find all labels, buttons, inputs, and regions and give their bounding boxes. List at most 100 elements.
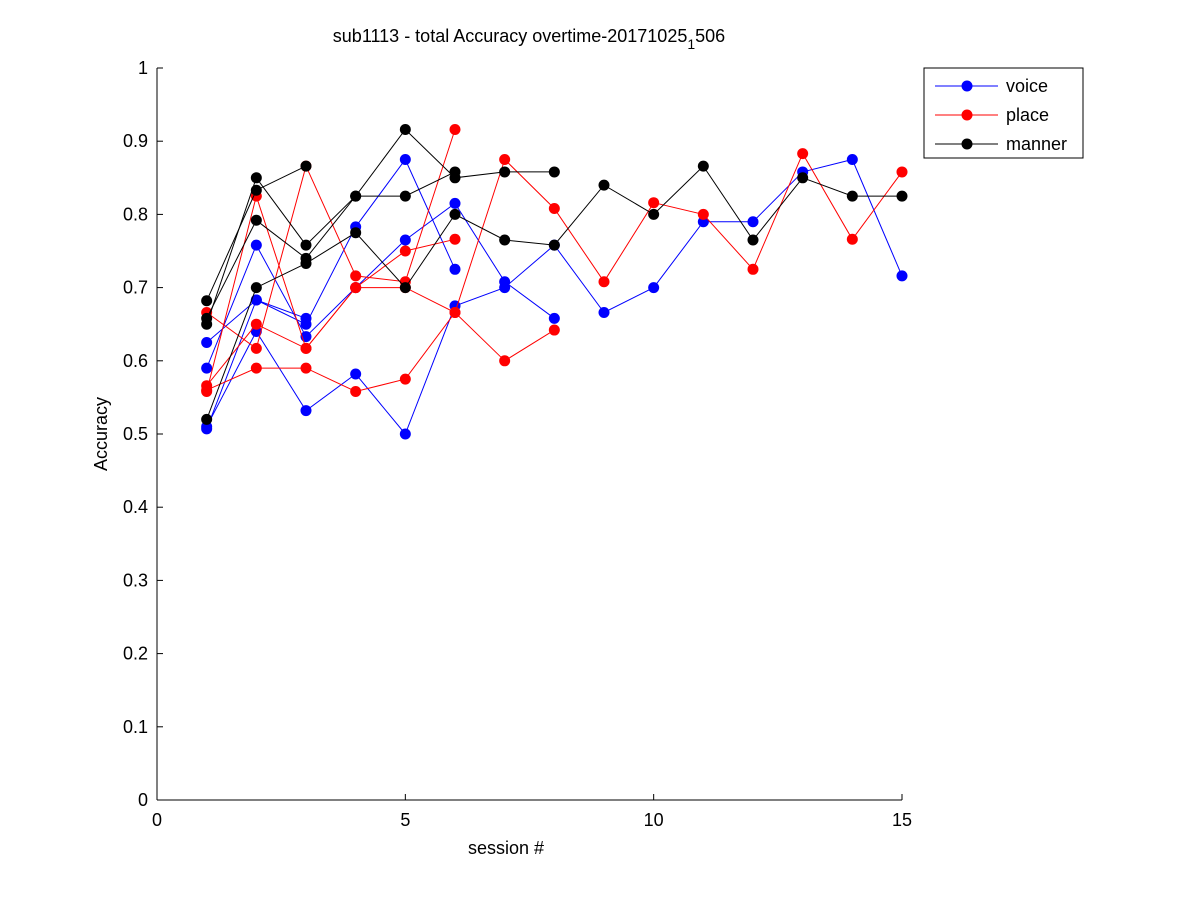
data-point-manner bbox=[598, 179, 610, 191]
data-point-place bbox=[548, 324, 560, 336]
data-point-manner bbox=[846, 190, 858, 202]
series-manner bbox=[201, 166, 461, 324]
data-point-place bbox=[697, 208, 709, 220]
data-point-manner bbox=[499, 234, 511, 246]
series-line-place bbox=[206, 287, 555, 387]
data-point-voice bbox=[399, 234, 411, 246]
data-point-place bbox=[598, 276, 610, 288]
y-tick-label: 0.5 bbox=[123, 424, 148, 444]
series-manner bbox=[201, 160, 908, 425]
data-point-manner bbox=[399, 190, 411, 202]
y-tick-label: 0 bbox=[138, 790, 148, 810]
title-tail: 506 bbox=[695, 26, 725, 46]
data-point-voice bbox=[548, 312, 560, 324]
data-point-manner bbox=[250, 214, 262, 226]
data-point-voice bbox=[449, 263, 461, 275]
data-point-place bbox=[648, 197, 660, 209]
data-point-place bbox=[399, 245, 411, 257]
data-point-manner bbox=[201, 312, 213, 324]
data-point-voice bbox=[747, 216, 759, 228]
data-point-voice bbox=[350, 368, 362, 380]
data-point-manner bbox=[399, 282, 411, 294]
data-point-manner bbox=[350, 190, 362, 202]
y-tick-label: 0.3 bbox=[123, 570, 148, 590]
y-tick-label: 0.2 bbox=[123, 644, 148, 664]
data-point-manner bbox=[648, 208, 660, 220]
data-point-place bbox=[499, 154, 511, 165]
legend-box bbox=[923, 67, 1084, 159]
data-point-place bbox=[250, 318, 262, 330]
data-point-manner bbox=[300, 252, 312, 264]
data-point-place bbox=[350, 386, 362, 398]
data-point-manner bbox=[201, 295, 213, 307]
y-axis-label: Accuracy bbox=[91, 397, 111, 471]
data-point-place bbox=[300, 362, 312, 374]
data-point-manner bbox=[350, 227, 362, 239]
data-point-voice bbox=[896, 270, 908, 282]
data-point-manner bbox=[300, 160, 312, 172]
data-point-voice bbox=[300, 312, 312, 324]
x-tick-label: 0 bbox=[152, 810, 162, 830]
data-point-voice bbox=[499, 276, 511, 288]
legend-label: voice bbox=[1006, 76, 1048, 96]
series-line-manner bbox=[206, 128, 555, 325]
data-point-place bbox=[201, 380, 213, 392]
data-point-voice bbox=[598, 306, 610, 318]
data-point-manner bbox=[250, 184, 262, 196]
y-tick-label: 0.9 bbox=[123, 131, 148, 151]
title-subscript: 1 bbox=[687, 36, 695, 52]
data-point-voice bbox=[399, 428, 411, 440]
series-place bbox=[201, 282, 560, 392]
data-point-manner bbox=[548, 166, 560, 178]
data-point-manner bbox=[747, 234, 759, 246]
data-point-place bbox=[399, 373, 411, 385]
chart-title: sub1113 - total Accuracy overtime-201710… bbox=[333, 26, 725, 52]
series-manner bbox=[201, 160, 312, 307]
x-tick-label: 15 bbox=[892, 810, 912, 830]
data-point-place bbox=[499, 355, 511, 367]
title-main: sub1113 - total Accuracy overtime-201710… bbox=[333, 26, 688, 46]
y-tick-label: 0.7 bbox=[123, 278, 148, 298]
data-point-manner bbox=[250, 172, 262, 184]
legend-swatch-marker bbox=[961, 138, 973, 150]
x-tick-label: 5 bbox=[400, 810, 410, 830]
data-point-place bbox=[350, 282, 362, 294]
series-line-manner bbox=[206, 171, 456, 319]
data-point-place bbox=[250, 342, 262, 354]
y-tick-label: 0.6 bbox=[123, 351, 148, 371]
data-point-voice bbox=[300, 405, 312, 417]
data-point-manner bbox=[449, 166, 461, 178]
data-point-voice bbox=[250, 294, 262, 306]
y-tick-label: 0.4 bbox=[123, 497, 148, 517]
y-tick-label: 0.1 bbox=[123, 717, 148, 737]
data-point-place bbox=[896, 166, 908, 178]
legend-label: manner bbox=[1006, 134, 1067, 154]
data-point-manner bbox=[548, 239, 560, 251]
data-point-voice bbox=[449, 197, 461, 209]
legend: voice place manner bbox=[923, 67, 1084, 159]
data-point-place bbox=[350, 270, 362, 282]
data-point-voice bbox=[846, 154, 858, 165]
legend-item-place: place bbox=[935, 105, 1049, 125]
data-point-manner bbox=[896, 190, 908, 202]
legend-swatch-marker bbox=[961, 80, 973, 92]
legend-item-voice: voice bbox=[935, 76, 1048, 96]
data-point-manner bbox=[499, 166, 511, 178]
data-point-place bbox=[846, 233, 858, 245]
legend-label: place bbox=[1006, 105, 1049, 125]
data-point-manner bbox=[201, 413, 213, 425]
data-point-place bbox=[797, 148, 809, 160]
data-point-place bbox=[250, 362, 262, 374]
data-point-manner bbox=[697, 160, 709, 172]
series-layer bbox=[201, 123, 908, 440]
data-point-place bbox=[747, 263, 759, 275]
data-point-manner bbox=[300, 239, 312, 251]
series-line-voice bbox=[206, 158, 456, 430]
x-ticks: 0 5 10 15 bbox=[152, 794, 912, 830]
x-axis-label: session # bbox=[468, 838, 544, 858]
legend-item-manner: manner bbox=[935, 134, 1067, 154]
data-point-place bbox=[449, 233, 461, 245]
data-point-voice bbox=[250, 239, 262, 251]
data-point-voice bbox=[201, 423, 213, 435]
